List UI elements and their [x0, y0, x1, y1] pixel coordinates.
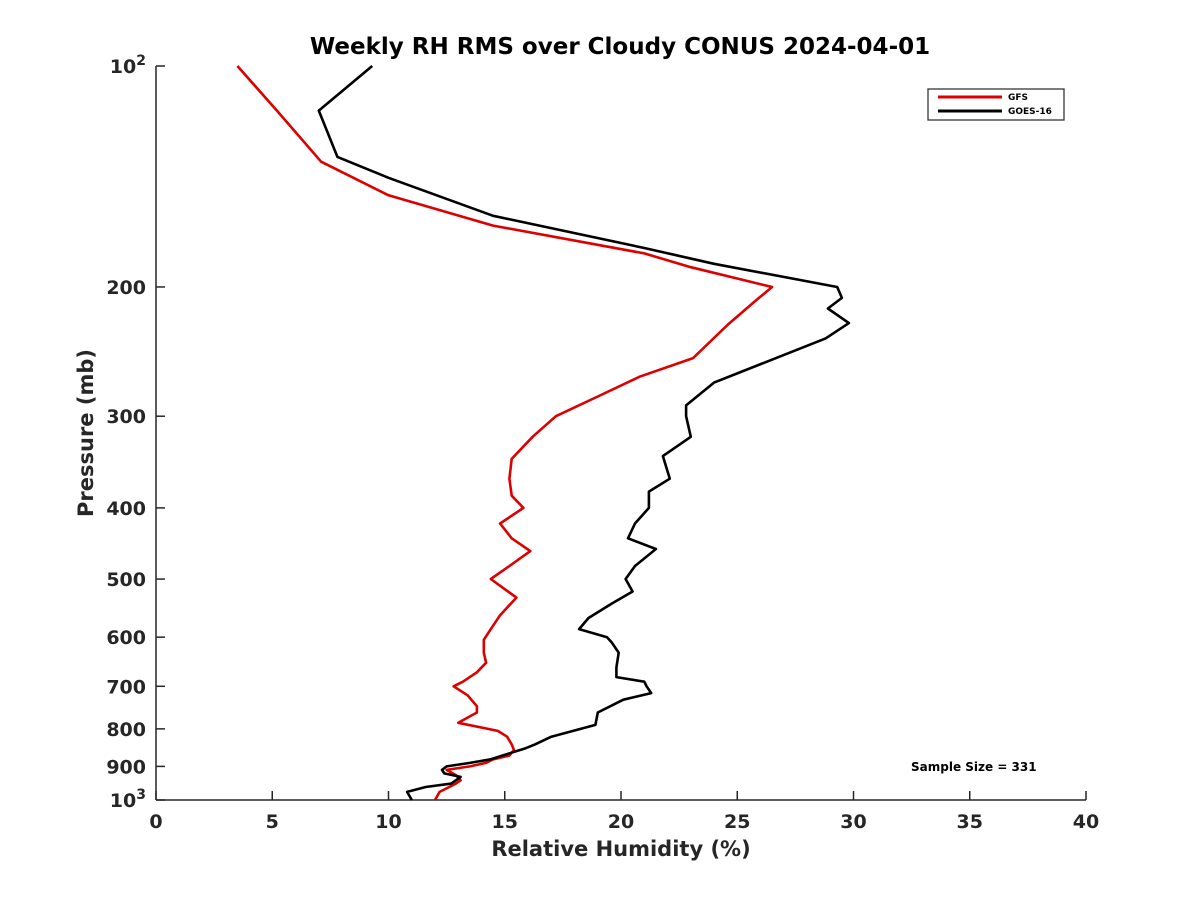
- series-layer: [236, 65, 851, 801]
- series-line-goes16: [317, 65, 851, 801]
- x-tick-label: 25: [724, 811, 750, 833]
- x-tick-label: 15: [492, 811, 518, 833]
- plot-area: 0 5 10 15 20 25 30 35 40 102 200 300 400 500 600 700 80…: [106, 53, 1099, 833]
- x-tick-label: 0: [149, 811, 162, 833]
- x-tick-label: 40: [1073, 811, 1099, 833]
- y-tick-label: 900: [106, 756, 146, 778]
- sample-size-annotation: Sample Size = 331: [911, 760, 1037, 774]
- y-tick-label: 400: [106, 498, 146, 520]
- x-tick-label: 20: [608, 811, 634, 833]
- y-tick-label: 103: [110, 787, 146, 812]
- y-tick-label: 800: [106, 719, 146, 741]
- legend-box: [927, 88, 1065, 121]
- y-tick-label: 700: [106, 676, 146, 698]
- y-tick-label: 102: [110, 53, 146, 78]
- y-axis-label: Pressure (mb): [74, 349, 98, 517]
- x-tick-label: 30: [840, 811, 866, 833]
- x-tick-label: 10: [375, 811, 401, 833]
- x-tick-label: 35: [957, 811, 983, 833]
- x-tick-label: 5: [266, 811, 279, 833]
- legend-label-gfs: GFS: [1008, 93, 1028, 103]
- x-axis-label: Relative Humidity (%): [491, 837, 750, 861]
- y-tick-label: 300: [106, 406, 146, 428]
- y-tick-label: 500: [106, 569, 146, 591]
- chart-title: Weekly RH RMS over Cloudy CONUS 2024-04-…: [310, 34, 930, 60]
- y-tick-label: 600: [106, 627, 146, 649]
- y-ticks: 102 200 300 400 500 600 700 800 900 103: [106, 53, 165, 812]
- x-ticks: 0 5 10 15 20 25 30 35 40: [149, 791, 1099, 833]
- y-tick-label: 200: [106, 277, 146, 299]
- legend: GFS GOES-16: [927, 88, 1065, 121]
- legend-label-goes16: GOES-16: [1008, 107, 1052, 117]
- series-line-gfs: [236, 65, 774, 801]
